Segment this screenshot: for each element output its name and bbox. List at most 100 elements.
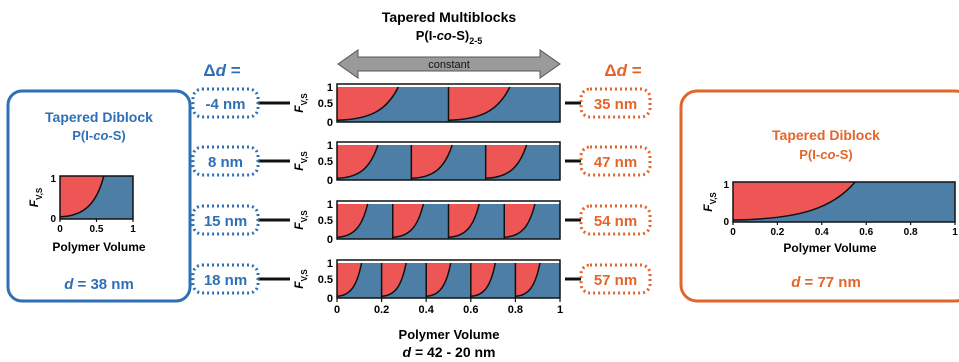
taper-curve xyxy=(504,203,536,238)
taper-curve xyxy=(448,203,480,238)
ytick-label: 0 xyxy=(327,175,333,187)
delta-value: 35 nm xyxy=(594,96,637,113)
right-delta-header: Δd = xyxy=(604,61,641,80)
block-i-fill xyxy=(470,263,496,297)
delta-box: 47 nm xyxy=(565,145,652,177)
svg-text:FV,S: FV,S xyxy=(27,187,44,207)
center-formula: P(I-co-S)2-5 xyxy=(416,28,482,46)
delta-box: 54 nm xyxy=(565,204,652,236)
center-d-label: d = 42 - 20 nm xyxy=(403,344,496,360)
left-diblock-panel: Tapered Diblock P(I-co-S) 1 0 FV,S 0 0.5 1 Po… xyxy=(6,89,192,303)
block-i-fill xyxy=(337,145,378,179)
plot-frame xyxy=(336,83,561,123)
left-delta-boxes: -4 nm 8 nm 15 nm 18 nm xyxy=(191,87,290,295)
ytick-label: 0 xyxy=(327,293,333,305)
xtick-label: 0.5 xyxy=(90,224,104,235)
delta-value: 54 nm xyxy=(594,213,637,230)
ylabel: FV,S xyxy=(292,151,309,171)
right-panel-d-label: d = 77 nm xyxy=(791,274,861,291)
block-s-fill xyxy=(392,204,449,239)
svg-text:FV,S: FV,S xyxy=(292,151,309,171)
plot-frame xyxy=(336,200,561,240)
taper-curve xyxy=(470,262,497,297)
multiblock-row: 1 0.5 0 FV,S xyxy=(292,258,561,305)
block-s-fill xyxy=(337,204,393,239)
left-diblock-plot: 1 0 FV,S 0 0.5 1 xyxy=(27,174,136,235)
right-delta-boxes: 35 nm 47 nm 54 nm 57 nm xyxy=(565,87,652,295)
block-i-fill xyxy=(448,204,480,238)
block-i-fill xyxy=(515,263,540,297)
xtick-label: 1 xyxy=(130,224,136,235)
block-i-fill xyxy=(392,204,424,238)
svg-text:FV,S: FV,S xyxy=(292,269,309,289)
right-panel-title: Tapered Diblock xyxy=(772,127,880,143)
ytick-label: 0 xyxy=(327,117,333,129)
right-diblock-plot: 1 0 FV,S 0 0.2 0.4 0.6 0.8 1 xyxy=(701,180,958,238)
ytick-label: 1 xyxy=(723,180,729,191)
taper-curve xyxy=(448,86,511,121)
xtick-label: 0.8 xyxy=(904,227,918,238)
ytick-label: 0.5 xyxy=(318,156,333,168)
block-s-fill xyxy=(337,145,412,180)
xtick-label: 1 xyxy=(952,227,958,238)
xtick-label: 0.2 xyxy=(770,227,784,238)
delta-box: 15 nm xyxy=(191,204,290,236)
block-i-fill xyxy=(337,204,368,238)
block-s-fill xyxy=(485,145,560,180)
ytick-label: 1 xyxy=(327,82,333,94)
center-title: Tapered Multiblocks xyxy=(382,9,517,25)
block-i-fill xyxy=(337,87,399,121)
block-i-fill xyxy=(448,87,510,121)
delta-box: -4 nm xyxy=(191,87,290,119)
xtick-label: 0.8 xyxy=(508,304,523,316)
block-i-fill xyxy=(381,263,407,297)
block-i-fill xyxy=(504,204,535,238)
xtick-label: 0.4 xyxy=(815,227,829,238)
ylabel: FV,S xyxy=(292,93,309,113)
plot-frame xyxy=(336,259,561,299)
ytick-label: 0.5 xyxy=(318,215,333,227)
block-s-fill xyxy=(337,263,382,298)
taper-curve xyxy=(336,262,363,297)
ytick-label: 1 xyxy=(327,140,333,152)
ytick-label: 1 xyxy=(50,174,56,185)
block-s-fill xyxy=(411,145,486,180)
center-plots: 1 0.5 0 FV,S 1 0.5 0 FV,S 1 0.5 0 FV,S 1 0.5 0 FV,S 0 0.2… xyxy=(292,82,563,316)
dotted-box xyxy=(579,87,652,119)
svg-text:FV,S: FV,S xyxy=(292,93,309,113)
delta-value: -4 nm xyxy=(205,96,245,113)
ylabel: FV,S xyxy=(701,192,718,212)
xtick-label: 0.4 xyxy=(419,304,435,316)
constant-arrow: constant xyxy=(337,49,561,79)
block-i-fill xyxy=(60,176,104,217)
delta-value: 57 nm xyxy=(594,272,637,289)
delta-box: 57 nm xyxy=(565,263,652,295)
multiblock-row: 1 0.5 0 FV,S xyxy=(292,140,561,187)
left-panel-formula: P(I-co-S) xyxy=(72,128,125,143)
ylabel: FV,S xyxy=(27,187,44,207)
xtick-label: 0.6 xyxy=(859,227,873,238)
block-i-fill xyxy=(411,145,453,179)
taper-curve xyxy=(411,144,453,179)
ytick-label: 0.5 xyxy=(318,98,333,110)
block-s-fill xyxy=(733,182,955,222)
delta-value: 47 nm xyxy=(594,154,637,171)
xtick-label: 0.2 xyxy=(374,304,389,316)
delta-box: 8 nm xyxy=(191,145,290,177)
ytick-label: 0 xyxy=(723,217,729,228)
delta-value: 18 nm xyxy=(204,272,247,289)
plot-frame xyxy=(732,181,956,223)
svg-text:FV,S: FV,S xyxy=(292,210,309,230)
multiblock-row: 1 0.5 0 FV,S xyxy=(292,199,561,246)
xtick-label: 0 xyxy=(334,304,340,316)
svg-text:FV,S: FV,S xyxy=(701,192,718,212)
block-i-fill xyxy=(426,263,451,297)
block-i-fill xyxy=(337,263,362,297)
delta-value: 15 nm xyxy=(204,213,247,230)
block-s-fill xyxy=(381,263,427,298)
left-panel-d-label: d = 38 nm xyxy=(64,276,134,293)
taper-curve xyxy=(515,262,541,297)
block-i-fill xyxy=(733,182,856,220)
delta-box: 18 nm xyxy=(191,263,290,295)
